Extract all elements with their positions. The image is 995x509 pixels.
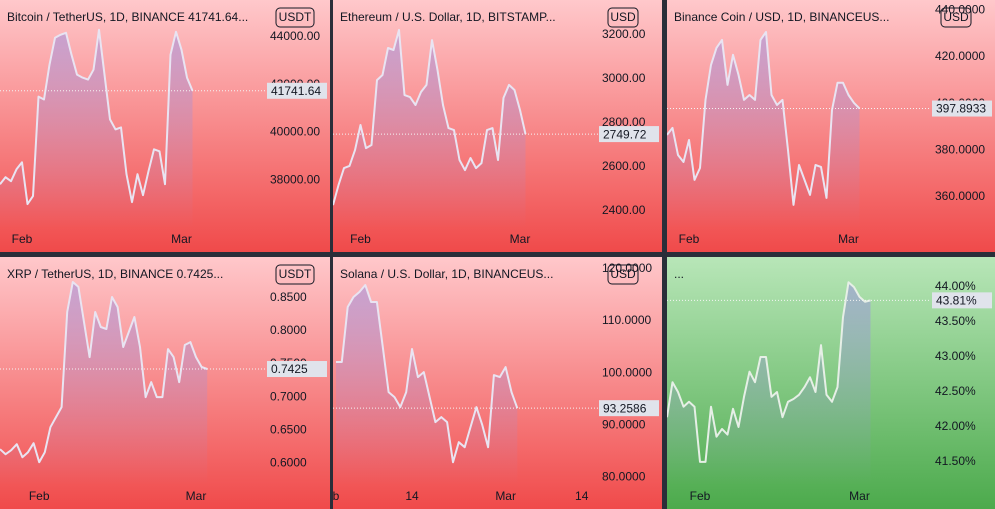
x-tick-label: Feb [679,232,700,246]
currency-badge [607,7,639,28]
y-tick-label: 42.50% [935,384,976,398]
area [667,32,860,228]
line [667,281,871,463]
chart-panel: 38000.0040000.0042000.0044000.00FebMar41… [0,0,330,252]
y-tick-label: 0.8500 [270,290,307,304]
chart-panel: 0.60000.65000.70000.75000.80000.8500FebM… [0,257,330,509]
last-value-box [599,126,659,143]
chart-title: Binance Coin / USD, 1D, BINANCEUS... [674,10,889,24]
line [667,31,861,206]
x-tick-label: Mar [171,232,192,246]
y-tick-label: 40000.00 [270,125,320,139]
last-value-box [267,82,327,99]
chart-panel: 360.0000380.0000400.0000420.0000440.0000… [667,0,995,252]
currency-label: USD [610,10,636,24]
y-tick-label: 2600.00 [602,159,646,173]
y-tick-label: 110.0000 [602,313,651,327]
last-value-label: 397.8933 [936,102,986,116]
last-value-label: 43.81% [936,294,977,308]
y-tick-label: 42.00% [935,419,976,433]
x-tick-label: 14 [405,489,419,503]
last-value-label: 2749.72 [603,127,647,141]
x-tick-label: b [333,489,340,503]
y-tick-label: 43.50% [935,314,976,328]
y-tick-label: 360.0000 [935,189,985,203]
last-value-box [599,400,659,417]
y-tick-label: 380.0000 [935,142,985,156]
x-tick-label: Mar [849,489,870,503]
last-value-box [267,361,327,378]
currency-label: USDT [279,267,312,281]
x-tick-label: 14 [575,489,589,503]
y-tick-label: 440.0000 [935,2,985,16]
last-value-label: 41741.64 [271,84,321,98]
y-tick-label: 0.8000 [270,323,307,337]
y-tick-label: 41.50% [935,454,976,468]
x-tick-label: Feb [29,489,50,503]
last-value-box [932,100,992,117]
line [0,281,208,464]
last-value-label: 93.2586 [603,401,647,415]
y-tick-label: 2400.00 [602,203,646,217]
x-tick-label: Feb [12,232,33,246]
x-tick-label: Mar [495,489,516,503]
last-value-label: 0.7425 [271,362,308,376]
x-tick-label: Mar [510,232,531,246]
y-tick-label: 38000.00 [270,172,320,186]
chart-panel: 2400.00 2600.00 2800.00 3000.00 3200.00 Feb Ma… [333,0,662,252]
currency-badge [607,264,639,285]
currency-badge [940,7,972,28]
y-tick-label: 0.7000 [270,389,307,403]
currency-label: USDT [279,10,312,24]
y-tick-label: 100.0000 [602,365,652,379]
y-tick-label: 0.6000 [270,455,307,469]
chart-title: Bitcoin / TetherUS, 1D, BINANCE 41741.64… [7,10,248,24]
x-tick-label: Mar [838,232,859,246]
x-tick-label: Feb [350,232,371,246]
x-tick-label: Mar [186,489,207,503]
chart-title: Ethereum / U.S. Dollar, 1D, BITSTAMP... [340,10,556,24]
last-value-box [932,292,992,309]
area [333,29,526,229]
chart-title: ... [674,267,684,281]
y-tick-label: 0.6500 [270,422,307,436]
line [336,284,519,464]
chart-title: Solana / U.S. Dollar, 1D, BINANCEUS... [340,267,553,281]
y-tick-label: 44000.00 [270,29,320,43]
currency-badge [275,264,315,285]
y-tick-label: 3200.00 [602,27,646,41]
chart-panel: 41.50% 42.00% 42.50% 43.00% 43.50% 44.00% Feb M… [667,257,995,509]
line [333,28,527,206]
area [0,282,208,485]
line [0,28,194,206]
y-tick-label: 420.0000 [935,49,985,63]
chart-title: XRP / TetherUS, 1D, BINANCE 0.7425... [7,267,223,281]
currency-label: USD [943,10,969,24]
y-tick-label: 43.00% [935,349,976,363]
y-tick-label: 2800.00 [602,115,646,129]
currency-label: USD [610,267,636,281]
y-tick-label: 80.0000 [602,469,646,483]
currency-badge [275,7,315,28]
y-tick-label: 3000.00 [602,71,646,85]
y-tick-label: 44.00% [935,279,976,293]
x-tick-label: Feb [690,489,711,503]
y-tick-label: 90.0000 [602,417,646,431]
